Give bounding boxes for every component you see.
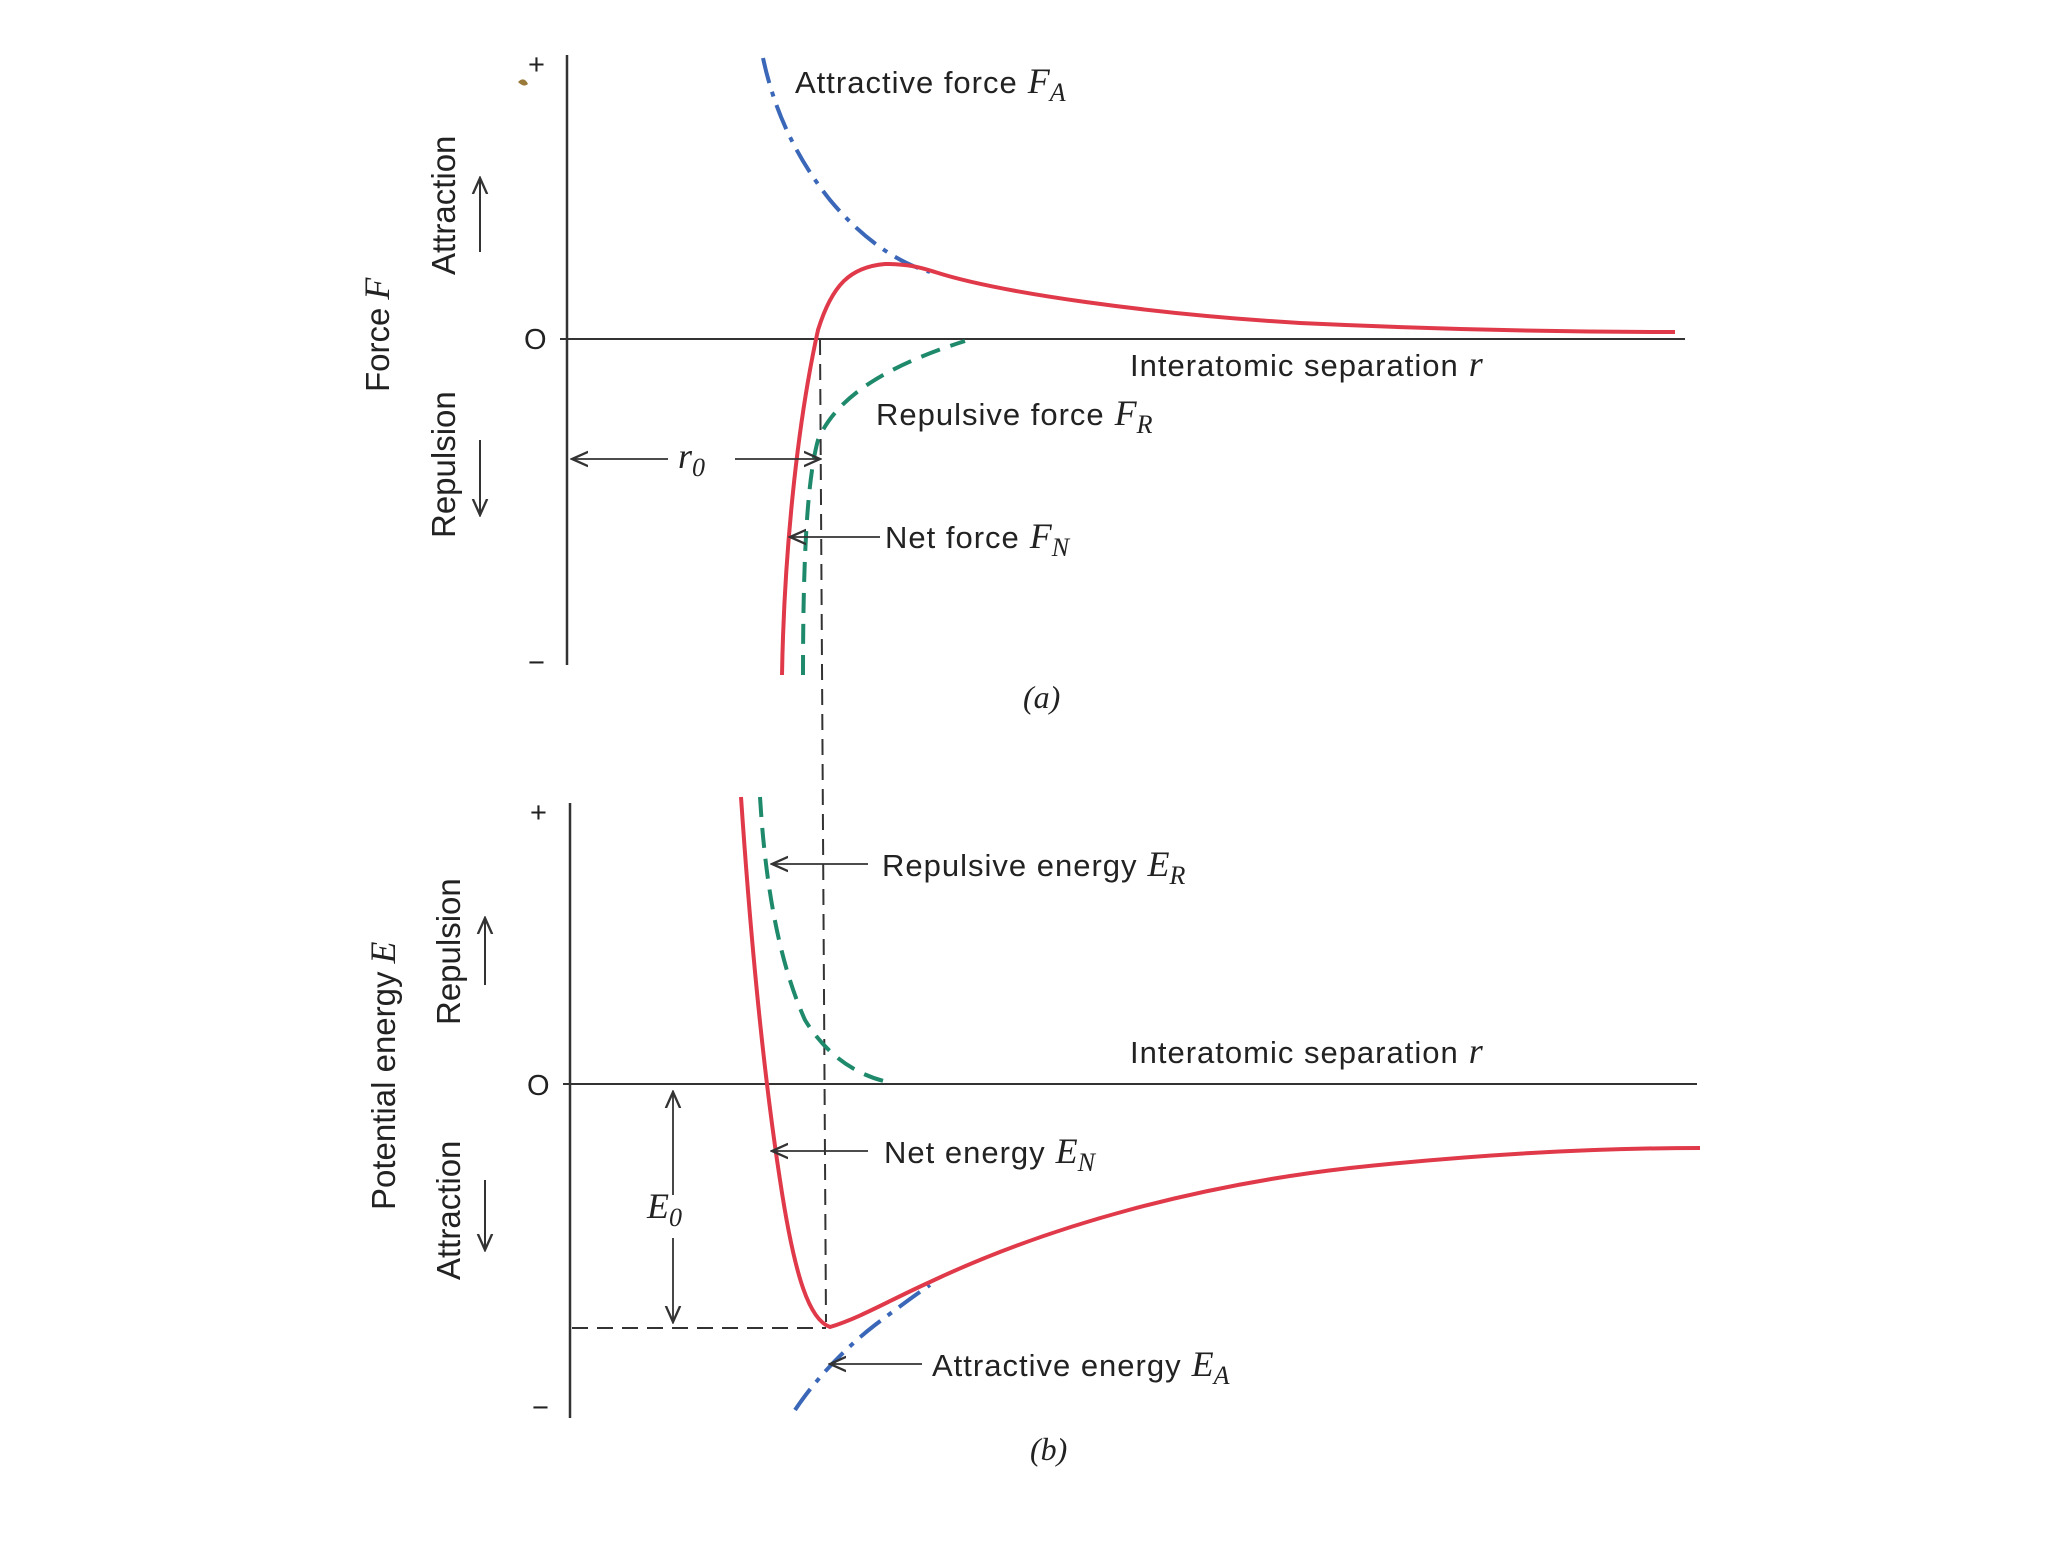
panel-a-force: + O − ForceF Attraction Repulsion r0 Att… xyxy=(357,49,1685,715)
panel-b-ylabel: Potential energyE xyxy=(363,942,403,1211)
panel-b-region-repulsion: Repulsion xyxy=(430,878,467,1025)
panel-b-energy: + O − Potential energyE Repulsion Attrac… xyxy=(363,796,1701,1467)
repulsive-force-label: Repulsive force FR xyxy=(876,393,1153,439)
r0-label: r0 xyxy=(678,436,705,482)
equilibrium-separation-marker: r0 xyxy=(572,436,820,482)
panel-a-ink-speck xyxy=(518,79,528,86)
e0-label: E0 xyxy=(646,1186,682,1232)
repulsive-energy-curve xyxy=(758,796,889,1084)
panel-a-region-repulsion: Repulsion xyxy=(425,391,462,538)
panel-a-caption: (a) xyxy=(1023,679,1060,715)
panel-b-y-tick-plus: + xyxy=(530,797,547,829)
panel-a-ylabel: ForceF xyxy=(357,277,397,392)
attractive-force-curve xyxy=(761,57,931,274)
panel-a-xlabel: Interatomic separation r xyxy=(1130,344,1484,384)
panel-a-y-tick-minus: − xyxy=(528,647,545,679)
minimum-energy-marker: E0 xyxy=(646,1092,682,1322)
panel-a-y-tick-plus: + xyxy=(528,49,545,81)
r0-dashed-guide xyxy=(819,338,827,1323)
panel-b-caption: (b) xyxy=(1030,1431,1067,1467)
attractive-force-label: Attractive force FA xyxy=(795,61,1066,107)
panel-b-y-tick-zero: O xyxy=(527,1070,550,1102)
attractive-energy-curve xyxy=(793,1283,932,1412)
panel-b-xlabel: Interatomic separation r xyxy=(1130,1031,1484,1071)
panel-b-y-tick-minus: − xyxy=(532,1392,549,1424)
repulsive-energy-label: Repulsive energy ER xyxy=(882,844,1186,890)
repulsive-force-curve xyxy=(801,339,966,676)
panel-a-region-attraction: Attraction xyxy=(425,136,462,275)
net-force-curve xyxy=(780,261,1676,676)
attractive-energy-label: Attractive energy EA xyxy=(932,1344,1230,1390)
panel-a-y-tick-zero: O xyxy=(524,324,547,356)
net-energy-label: Net energy EN xyxy=(884,1131,1097,1177)
net-force-label: Net force FN xyxy=(885,516,1071,562)
net-energy-curve xyxy=(739,796,1701,1330)
panel-b-region-attraction: Attraction xyxy=(430,1141,467,1280)
